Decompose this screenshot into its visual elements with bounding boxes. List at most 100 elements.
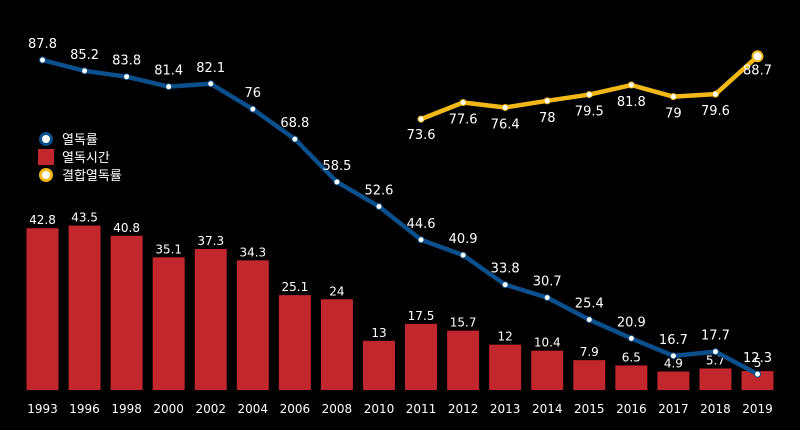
bar-value-label-1993: 42.8 (29, 213, 56, 227)
bar-2002 (194, 249, 227, 390)
x-tick-label-2004: 2004 (238, 402, 269, 416)
bar-1996 (68, 225, 101, 390)
line-point-combined-2018 (711, 90, 719, 98)
bar-value-label-2008: 24 (329, 284, 344, 298)
line-point-readership-1998 (123, 73, 131, 81)
line-value-label-combined-2013: 76.4 (491, 117, 520, 132)
bar-2013 (489, 344, 522, 390)
legend-label-combined-readership: 결합열독률 (62, 169, 122, 184)
line-series-readership (40, 57, 760, 377)
line-value-label-combined-2011: 73.6 (407, 128, 436, 143)
x-tick-label-2006: 2006 (280, 402, 311, 416)
line-value-label-readership-2008: 58.5 (322, 159, 351, 174)
bar-2008 (320, 299, 353, 390)
line-point-readership-2017 (669, 352, 677, 360)
line-point-readership-2019 (754, 370, 762, 378)
bar-value-label-2014: 10.4 (534, 336, 561, 350)
bar-2017 (657, 371, 690, 390)
line-point-combined-2019 (751, 50, 764, 63)
legend: 열독률 열독시간 결합열독률 (38, 132, 122, 184)
x-axis-ticks: 1993 1996 1998 2000 2002 2004 2006 2008 2010 2011… (27, 402, 773, 416)
line-value-label-combined-2019: 88.7 (743, 63, 772, 78)
line-point-combined-2011 (417, 115, 425, 123)
line-value-label-combined-2018: 79.6 (701, 104, 730, 119)
x-tick-label-2015: 2015 (574, 402, 605, 416)
bar-value-label-2016: 6.5 (622, 350, 641, 364)
bar-label-group: 42.8 43.5 40.8 35.1 37.3 34.3 25.1 24 13 17.5 15.7… (29, 211, 761, 371)
line-value-label-readership-2000: 81.4 (154, 64, 183, 79)
bar-2006 (278, 295, 311, 390)
bar-value-label-2004: 34.3 (239, 245, 266, 259)
legend-marker-combined-readership (39, 168, 53, 182)
line-point-readership-2002 (207, 80, 215, 88)
line-value-label-readership-2012: 40.9 (449, 232, 478, 247)
x-tick-label-1993: 1993 (27, 402, 58, 416)
line-point-combined-2017 (669, 93, 677, 101)
line-point-readership-2018 (711, 348, 719, 356)
line-point-readership-2013 (501, 281, 509, 289)
bar-2010 (362, 340, 395, 390)
line-value-label-readership-2004: 76 (245, 86, 262, 101)
x-tick-label-2008: 2008 (322, 402, 353, 416)
bar-value-label-2015: 7.9 (580, 345, 599, 359)
line-value-label-readership-2016: 20.9 (617, 315, 646, 330)
line-point-readership-2000 (165, 83, 173, 91)
bar-value-label-1996: 43.5 (71, 211, 98, 225)
legend-item-combined-readership: 결합열독률 (39, 168, 122, 184)
line-point-readership-2011 (417, 236, 425, 244)
line-value-label-readership-2011: 44.6 (407, 217, 436, 232)
bar-value-label-2018: 5.7 (706, 353, 725, 367)
legend-label-reading-time: 열독시간 (62, 151, 110, 166)
line-value-label-readership-2010: 52.6 (365, 183, 394, 198)
bar-2018 (699, 368, 732, 390)
bar-value-label-2019: 5 (754, 356, 762, 370)
line-point-readership-2008 (333, 178, 341, 186)
bar-2011 (405, 323, 438, 390)
line-series-group (39, 50, 764, 378)
line-value-label-readership-1993: 87.8 (28, 37, 57, 52)
line-value-label-readership-2006: 68.8 (280, 116, 309, 131)
bar-value-label-2000: 35.1 (155, 242, 182, 256)
line-value-label-readership-1998: 83.8 (112, 54, 141, 69)
line-point-readership-2004 (249, 105, 257, 113)
bar-2012 (447, 330, 480, 390)
line-point-readership-2012 (459, 251, 467, 259)
bar-value-label-2006: 25.1 (282, 280, 309, 294)
x-tick-label-2017: 2017 (658, 402, 689, 416)
line-value-label-combined-2017: 79 (665, 107, 682, 122)
bar-1993 (26, 228, 59, 390)
line-point-readership-2015 (585, 316, 593, 324)
bar-2000 (152, 257, 185, 390)
legend-item-readership: 열독률 (39, 132, 98, 148)
x-tick-label-2014: 2014 (532, 402, 563, 416)
line-value-label-readership-2017: 16.7 (659, 333, 688, 348)
x-tick-label-2000: 2000 (153, 402, 184, 416)
line-point-combined-2015 (585, 91, 593, 99)
x-tick-label-2019: 2019 (742, 402, 773, 416)
x-tick-label-2013: 2013 (490, 402, 521, 416)
legend-label-readership: 열독률 (62, 133, 98, 148)
x-tick-label-2018: 2018 (700, 402, 731, 416)
x-tick-label-1998: 1998 (111, 402, 142, 416)
line-value-label-readership-2002: 82.1 (196, 61, 225, 76)
line-value-label-readership-2015: 25.4 (575, 297, 604, 312)
bar-value-label-1998: 40.8 (113, 221, 140, 235)
x-tick-label-2011: 2011 (406, 402, 437, 416)
x-tick-label-2016: 2016 (616, 402, 647, 416)
legend-marker-readership (39, 132, 53, 146)
x-tick-label-1996: 1996 (69, 402, 100, 416)
bar-2004 (236, 260, 269, 390)
bar-2016 (615, 365, 648, 390)
line-value-label-combined-2014: 78 (539, 111, 556, 126)
x-tick-label-2002: 2002 (195, 402, 226, 416)
bar-value-label-2013: 12 (498, 330, 513, 344)
line-point-readership-2014 (543, 294, 551, 302)
bar-value-label-2002: 37.3 (197, 234, 224, 248)
legend-marker-reading-time (38, 149, 54, 165)
bar-value-label-2011: 17.5 (408, 309, 435, 323)
bar-2014 (531, 350, 564, 390)
line-value-label-combined-2016: 81.8 (617, 95, 646, 110)
bar-1998 (110, 235, 143, 390)
line-point-readership-2006 (291, 135, 299, 143)
